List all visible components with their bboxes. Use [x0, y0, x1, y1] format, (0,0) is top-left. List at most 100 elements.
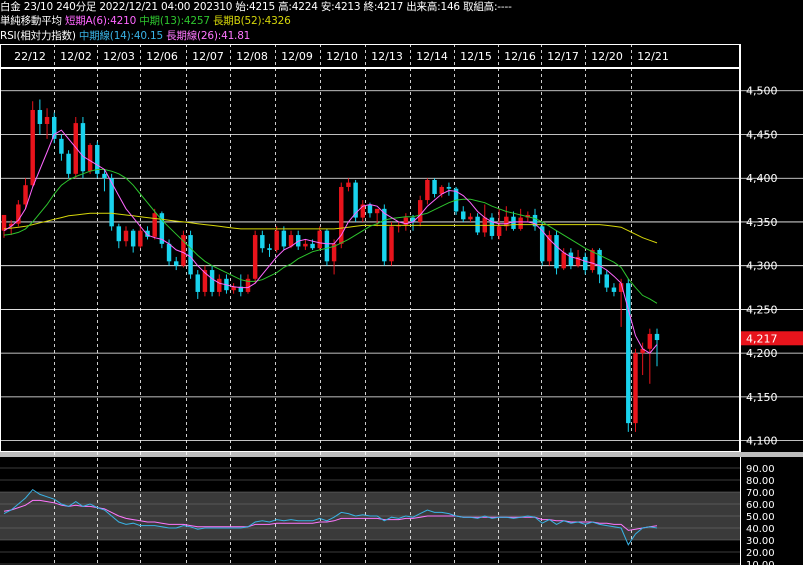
- volume-value: 出来高:146: [406, 1, 460, 13]
- rsi-mid-line: [3, 488, 658, 546]
- ma-long-line: [3, 212, 658, 244]
- price-tick-label: 4,450: [746, 128, 778, 141]
- candle-up: [303, 243, 308, 247]
- candle-up: [618, 283, 624, 292]
- candle-up: [417, 200, 423, 222]
- candle-down: [116, 226, 122, 242]
- candle-down: [626, 283, 631, 424]
- date-label: 12/16: [504, 50, 536, 63]
- rsi-tick-label: 60.00: [746, 500, 775, 511]
- candle-up: [123, 230, 129, 242]
- candle-down: [604, 274, 609, 288]
- candle-up: [202, 270, 208, 292]
- last-price-label: 4,217: [746, 332, 778, 345]
- candle-down: [410, 217, 416, 222]
- date-label: 12/21: [637, 50, 669, 63]
- candle-up: [30, 109, 35, 186]
- rsi-tick-label: 10.00: [746, 560, 775, 565]
- candle-up: [518, 217, 523, 229]
- candle-down: [145, 230, 150, 237]
- candle-up: [217, 278, 222, 292]
- ma-title: 単純移動平均: [0, 15, 62, 27]
- candle-up: [245, 278, 251, 292]
- candle-up: [44, 116, 50, 124]
- candle-up: [8, 223, 14, 227]
- candle-up: [339, 186, 344, 244]
- rsi-tick-label: 50.00: [746, 512, 775, 523]
- rsi-tick-label: 30.00: [746, 536, 775, 547]
- header-rsi-line: RSI(相対力指数) 中期線(14):40.15 長期線(26):41.81: [0, 29, 250, 43]
- candle-up: [181, 235, 186, 266]
- candle-up: [374, 208, 380, 214]
- ma-long-legend: 長期B(52):4326: [212, 15, 291, 27]
- candle-down: [446, 186, 452, 189]
- contract-label: 202310: [193, 1, 233, 13]
- candle-down: [583, 256, 588, 271]
- candle-down: [195, 274, 200, 292]
- candle-down: [37, 109, 43, 124]
- last-price-tag: [741, 331, 803, 346]
- candle-down: [432, 179, 437, 194]
- rsi-long-line: [3, 499, 658, 531]
- high-value: 高:4224: [278, 1, 318, 13]
- candle-down: [209, 270, 215, 292]
- candle-down: [66, 153, 71, 174]
- ma-short-line: [3, 129, 658, 354]
- date-label: 12/06: [146, 50, 178, 63]
- candle-down: [130, 230, 136, 247]
- date-label: 12/17: [547, 50, 579, 63]
- ma-mid-legend: 中期(13):4257: [139, 15, 210, 27]
- price-tick-label: 4,300: [746, 260, 778, 273]
- candle-up: [73, 123, 78, 174]
- open-interest-value: 取組高:----: [463, 1, 512, 13]
- price-tick-label: 4,100: [746, 435, 778, 448]
- date-label: 22/12: [14, 50, 46, 63]
- candle-down: [238, 286, 244, 292]
- date-label: 12/14: [416, 50, 448, 63]
- candles-group: [1, 99, 660, 432]
- candle-up: [288, 235, 294, 247]
- candle-down: [159, 213, 165, 244]
- candle-down: [532, 214, 538, 227]
- candle-up: [561, 252, 566, 269]
- candle-up: [360, 204, 366, 218]
- candle-up: [138, 230, 143, 247]
- rsi-tick-label: 80.00: [746, 476, 775, 487]
- rsi-tick-label: 70.00: [746, 488, 775, 499]
- rsi-mid-legend: 中期線(14):40.15: [78, 30, 163, 42]
- candle-down: [324, 230, 330, 262]
- candle-up: [403, 217, 409, 226]
- candle-down: [382, 208, 387, 262]
- datetime-label: 2022/12/21 04:00: [99, 1, 191, 13]
- date-label: 12/13: [371, 50, 403, 63]
- candle-up: [274, 230, 279, 250]
- candle-up: [633, 353, 638, 424]
- candle-down: [188, 235, 193, 275]
- candle-down: [611, 287, 617, 292]
- candle-down: [173, 261, 179, 266]
- candle-down: [260, 235, 265, 249]
- candle-down: [310, 243, 315, 249]
- rsi-tick-label: 40.00: [746, 524, 775, 535]
- candle-up: [317, 230, 322, 249]
- price-panel-frame: [0, 68, 740, 452]
- candle-up: [87, 144, 93, 172]
- price-tick-label: 4,500: [746, 85, 778, 98]
- candle-up: [331, 243, 337, 262]
- panel-separator: [0, 452, 803, 457]
- candle-up: [16, 204, 21, 224]
- candle-down: [568, 252, 574, 266]
- date-label: 12/09: [281, 50, 313, 63]
- rsi-long-legend: 長期線(26):41.81: [166, 30, 251, 42]
- candle-up: [468, 216, 473, 220]
- instrument-name: 白金 23/10: [0, 1, 53, 13]
- header-ohlc-line: 白金 23/10 240分足 2022/12/21 04:00 202310 始…: [0, 0, 512, 14]
- rsi-tick-label: 90.00: [746, 464, 775, 475]
- date-label: 12/02: [60, 50, 92, 63]
- candle-down: [166, 243, 172, 262]
- price-tick-label: 4,400: [746, 172, 778, 185]
- candle-down: [554, 235, 559, 269]
- candle-down: [461, 211, 466, 220]
- candle-down: [511, 216, 516, 229]
